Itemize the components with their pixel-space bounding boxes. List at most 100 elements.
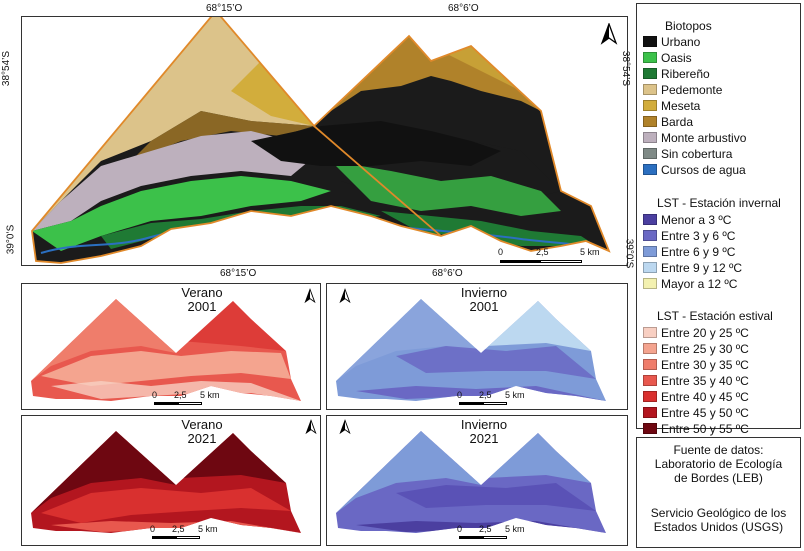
scale-label-end: 5 km — [200, 390, 220, 400]
source-line: Fuente de datos: — [673, 443, 764, 457]
map-title-season: Verano — [181, 417, 223, 432]
legend-swatch — [643, 68, 657, 79]
scalebar-black — [459, 536, 483, 539]
legend-swatch — [643, 148, 657, 159]
scalebar-black — [154, 402, 178, 405]
map-title: Verano 2021 — [162, 418, 242, 446]
scalebar-black — [459, 402, 483, 405]
legend-swatch — [643, 262, 657, 273]
legend-swatch — [643, 423, 657, 434]
legend-item: Ribereño — [643, 66, 710, 81]
legend-item: Entre 3 y 6 ºC — [643, 228, 736, 243]
legend-label: Entre 3 y 6 ºC — [661, 228, 736, 243]
scale-label-mid: 2,5 — [479, 390, 492, 400]
legend-swatch — [643, 359, 657, 370]
main-map[interactable]: 0 2,5 5 km — [21, 16, 628, 266]
legend-swatch — [643, 116, 657, 127]
legend-swatch — [643, 36, 657, 47]
coord-top-2: 68°6’O — [448, 3, 479, 14]
legend-label: Entre 35 y 40 ºC — [661, 373, 749, 388]
legend-item: Entre 20 y 25 ºC — [643, 325, 749, 340]
map-verano-2001[interactable]: Verano 2001 0 2,5 5 km — [21, 283, 321, 410]
legend-title-lst-estival: LST - Estación estival — [657, 309, 773, 323]
scale-label-0: 0 — [498, 247, 504, 257]
legend-item: Urbano — [643, 34, 701, 49]
map-invierno-2021[interactable]: Invierno 2021 0 2,5 5 km — [326, 415, 628, 546]
scale-label-mid: 2,5 — [172, 524, 185, 534]
legend-label: Entre 30 y 35 ºC — [661, 357, 749, 372]
legend-label: Entre 45 y 50 ºC — [661, 405, 749, 420]
map-title-season: Invierno — [460, 417, 508, 432]
map-title: Invierno 2001 — [444, 286, 524, 314]
map-verano-2021-graphic — [31, 431, 301, 533]
scale-label-0: 0 — [152, 390, 158, 400]
main-map-graphic — [31, 17, 611, 264]
scale-label-mid: 2,5 — [536, 247, 549, 257]
legend-label: Urbano — [661, 34, 701, 49]
scale-label-end: 5 km — [505, 524, 525, 534]
scalebar: 0 2,5 5 km — [152, 390, 232, 408]
legend-item: Entre 50 y 55 ºC — [643, 422, 749, 436]
legend-swatch — [643, 52, 657, 63]
north-arrow-icon — [305, 419, 317, 440]
legend-item: Entre 45 y 50 ºC — [643, 405, 749, 420]
legend-title-lst-invernal: LST - Estación invernal — [657, 196, 781, 210]
legend-label: Meseta — [661, 98, 701, 113]
scalebar: 0 2,5 5 km — [457, 390, 537, 408]
legend-label: Sin cobertura — [661, 146, 733, 161]
map-invierno-2001-graphic — [336, 299, 606, 401]
legend-item: Entre 35 y 40 ºC — [643, 373, 749, 388]
legend-swatch — [643, 84, 657, 95]
legend-item: Entre 30 y 35 ºC — [643, 357, 749, 372]
legend-label: Entre 20 y 25 ºC — [661, 325, 749, 340]
legend-swatch — [643, 214, 657, 225]
north-arrow-icon — [339, 419, 351, 440]
legend-item: Pedemonte — [643, 82, 723, 97]
scale-label-mid: 2,5 — [479, 524, 492, 534]
map-title-year: 2001 — [187, 299, 217, 314]
legend-panel: Biotopos Urbano Oasis Ribereño Pedemonte Mes… — [636, 3, 801, 436]
legend-swatch — [643, 230, 657, 241]
map-title-year: 2001 — [469, 299, 499, 314]
source-line: Laboratorio de Ecología — [654, 457, 783, 471]
source-line: Estados Unidos (USGS) — [653, 520, 784, 534]
legend-swatch — [643, 164, 657, 175]
legend-label: Cursos de agua — [661, 162, 746, 177]
map-title-year: 2021 — [469, 431, 499, 446]
legend-label: Pedemonte — [661, 82, 723, 97]
scalebar-white — [176, 536, 200, 539]
source-line: de Bordes (LEB) — [674, 471, 763, 485]
legend-title-biotopos: Biotopos — [665, 19, 712, 33]
source-line: Servicio Geológico de los — [650, 506, 787, 520]
legend-swatch — [643, 343, 657, 354]
north-arrow-icon — [339, 288, 351, 309]
map-title-season: Verano — [181, 285, 223, 300]
legend-item: Entre 25 y 30 ºC — [643, 342, 749, 356]
legend-swatch — [643, 391, 657, 402]
scalebar-white — [483, 402, 507, 405]
map-verano-2021[interactable]: Verano 2021 0 2,5 5 km — [21, 415, 321, 546]
legend-item: Menor a 3 ºC — [643, 212, 732, 227]
legend-item: Entre 6 y 9 ºC — [643, 245, 735, 259]
map-title-year: 2021 — [187, 431, 217, 446]
map-title-season: Invierno — [460, 285, 508, 300]
legend-label: Entre 40 y 45 ºC — [661, 389, 749, 404]
map-title: Invierno 2021 — [444, 418, 524, 446]
map-title: Verano 2001 — [162, 286, 242, 314]
legend-label: Barda — [661, 114, 694, 129]
legend-swatch — [643, 407, 657, 418]
coord-bottom-2: 68°6’O — [432, 268, 463, 279]
scale-label-end: 5 km — [198, 524, 218, 534]
legend-label: Ribereño — [661, 66, 710, 81]
legend-swatch — [643, 246, 657, 257]
data-source-box: Fuente de datos: Laboratorio de Ecología… — [636, 437, 801, 548]
north-arrow-icon — [600, 22, 618, 50]
legend-label: Oasis — [661, 50, 692, 65]
map-invierno-2001[interactable]: Invierno 2001 0 2,5 5 km — [326, 283, 628, 410]
legend-swatch — [643, 100, 657, 111]
main-scalebar: 0 2,5 5 km — [498, 247, 608, 265]
coord-top-1: 68°15’O — [206, 3, 243, 14]
scalebar: 0 2,5 5 km — [150, 524, 230, 542]
legend-label: Menor a 3 ºC — [661, 212, 732, 227]
legend-item: Sin cobertura — [643, 146, 733, 161]
